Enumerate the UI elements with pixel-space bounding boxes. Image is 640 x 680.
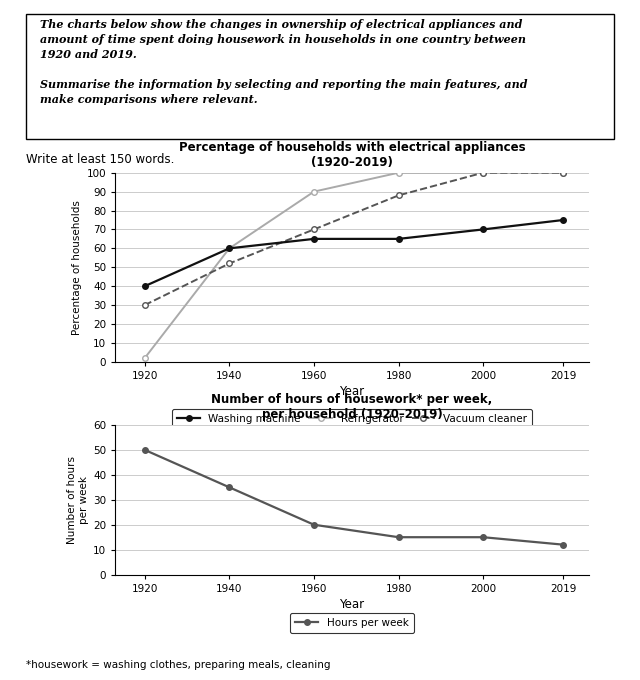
Title: Percentage of households with electrical appliances
(1920–2019): Percentage of households with electrical… bbox=[179, 141, 525, 169]
Legend: Hours per week: Hours per week bbox=[290, 613, 414, 633]
X-axis label: Year: Year bbox=[339, 598, 365, 611]
Text: The charts below show the changes in ownership of electrical appliances and
amou: The charts below show the changes in own… bbox=[40, 18, 528, 105]
Title: Number of hours of housework* per week,
per household (1920–2019): Number of hours of housework* per week, … bbox=[211, 393, 493, 421]
FancyBboxPatch shape bbox=[26, 14, 614, 139]
Y-axis label: Percentage of households: Percentage of households bbox=[72, 200, 83, 335]
Y-axis label: Number of hours
per week: Number of hours per week bbox=[67, 456, 89, 544]
Text: Write at least 150 words.: Write at least 150 words. bbox=[26, 153, 174, 166]
Text: *housework = washing clothes, preparing meals, cleaning: *housework = washing clothes, preparing … bbox=[26, 660, 330, 670]
Legend: Washing machine, Refrigerator, Vacuum cleaner: Washing machine, Refrigerator, Vacuum cl… bbox=[172, 409, 532, 429]
X-axis label: Year: Year bbox=[339, 385, 365, 398]
